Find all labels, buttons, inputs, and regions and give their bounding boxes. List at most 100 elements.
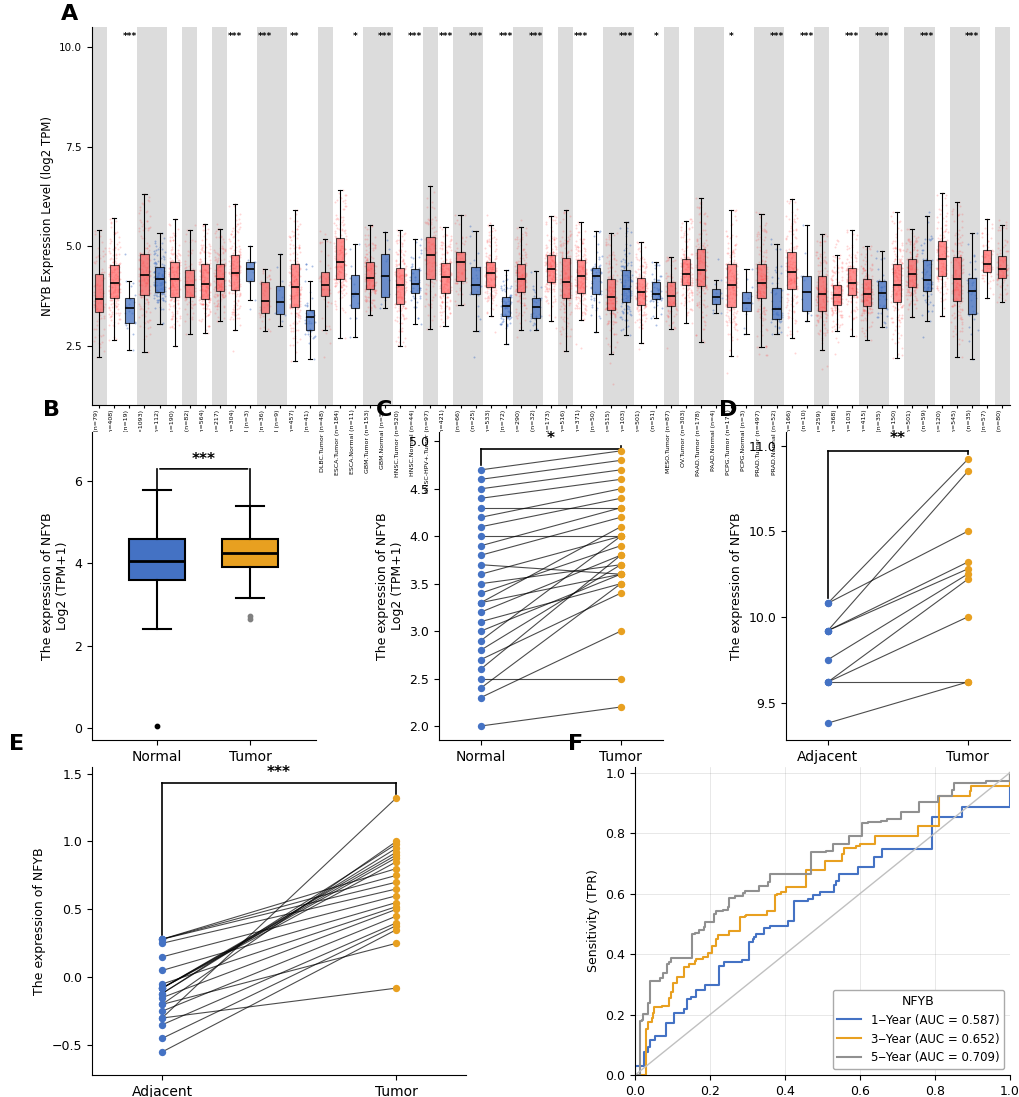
Point bbox=[540, 279, 556, 296]
Point bbox=[604, 343, 621, 361]
PathPatch shape bbox=[711, 289, 719, 304]
Point bbox=[93, 327, 109, 344]
Point bbox=[848, 227, 864, 245]
Point bbox=[149, 268, 165, 285]
Point bbox=[432, 268, 448, 285]
Point bbox=[422, 272, 438, 290]
Point bbox=[977, 257, 994, 274]
Point bbox=[335, 276, 352, 294]
Point bbox=[480, 227, 496, 245]
Point bbox=[922, 273, 938, 291]
Point bbox=[857, 291, 873, 308]
Point bbox=[336, 246, 353, 263]
Point bbox=[170, 289, 186, 306]
Point bbox=[576, 301, 592, 318]
Point bbox=[154, 996, 170, 1014]
Point bbox=[928, 278, 945, 295]
Point bbox=[427, 285, 443, 303]
Point bbox=[93, 222, 109, 239]
Point bbox=[312, 269, 328, 286]
Point bbox=[945, 285, 961, 303]
Point bbox=[893, 267, 909, 284]
PathPatch shape bbox=[366, 262, 374, 289]
Point bbox=[788, 287, 804, 305]
Point bbox=[363, 302, 379, 319]
Point bbox=[301, 320, 317, 338]
Point bbox=[950, 267, 966, 284]
Point bbox=[146, 244, 162, 261]
Point bbox=[541, 274, 557, 292]
Point bbox=[661, 249, 678, 267]
Bar bbox=[994, 27, 1009, 406]
Point bbox=[178, 285, 195, 303]
Point bbox=[541, 255, 557, 272]
Point bbox=[441, 263, 458, 281]
Point bbox=[388, 273, 405, 291]
Point bbox=[518, 299, 534, 317]
Point bbox=[903, 248, 919, 265]
Point bbox=[361, 257, 377, 274]
Point bbox=[448, 242, 465, 260]
Point bbox=[658, 251, 675, 269]
Point bbox=[857, 321, 873, 339]
PathPatch shape bbox=[998, 256, 1006, 278]
Point bbox=[335, 256, 352, 273]
Point bbox=[891, 264, 907, 282]
Point bbox=[163, 290, 179, 307]
Point bbox=[152, 270, 168, 287]
Point bbox=[673, 270, 689, 287]
Point bbox=[620, 282, 636, 299]
Point bbox=[674, 265, 690, 283]
Point bbox=[794, 268, 810, 285]
Point bbox=[425, 307, 441, 325]
Point bbox=[186, 270, 203, 287]
Point bbox=[464, 222, 480, 239]
Point bbox=[636, 273, 652, 291]
Point bbox=[605, 298, 622, 316]
Point bbox=[908, 245, 924, 262]
Point bbox=[560, 296, 577, 314]
Point bbox=[758, 267, 774, 284]
Point bbox=[694, 222, 710, 239]
Point bbox=[132, 213, 149, 230]
Point bbox=[426, 253, 442, 271]
Point bbox=[960, 306, 976, 324]
Point bbox=[959, 522, 975, 540]
Point bbox=[154, 1016, 170, 1033]
Point bbox=[887, 233, 903, 250]
Point bbox=[945, 256, 961, 273]
Point bbox=[393, 269, 410, 286]
Point bbox=[154, 948, 170, 965]
Point bbox=[358, 278, 374, 295]
Point bbox=[572, 265, 588, 283]
Point bbox=[801, 283, 817, 301]
Point bbox=[198, 263, 214, 281]
Point bbox=[290, 236, 307, 253]
Point bbox=[478, 259, 494, 276]
Point bbox=[255, 260, 271, 278]
Point bbox=[197, 282, 213, 299]
Point bbox=[755, 258, 771, 275]
Point bbox=[221, 196, 237, 214]
Point bbox=[919, 213, 935, 230]
Point bbox=[937, 246, 954, 263]
Point bbox=[494, 290, 511, 307]
Point bbox=[932, 257, 949, 274]
Point bbox=[288, 246, 305, 263]
Point bbox=[649, 271, 665, 289]
Point bbox=[472, 651, 488, 668]
Point bbox=[421, 244, 437, 261]
Point bbox=[362, 219, 378, 237]
Point bbox=[392, 301, 409, 318]
Point bbox=[845, 302, 861, 319]
Point bbox=[133, 276, 150, 294]
Point bbox=[435, 283, 451, 301]
Point bbox=[318, 270, 334, 287]
Point bbox=[788, 281, 804, 298]
Point bbox=[516, 272, 532, 290]
Point bbox=[154, 1043, 170, 1061]
Point bbox=[973, 224, 989, 241]
Point bbox=[401, 271, 418, 289]
Point bbox=[364, 255, 380, 272]
Point bbox=[943, 306, 959, 324]
